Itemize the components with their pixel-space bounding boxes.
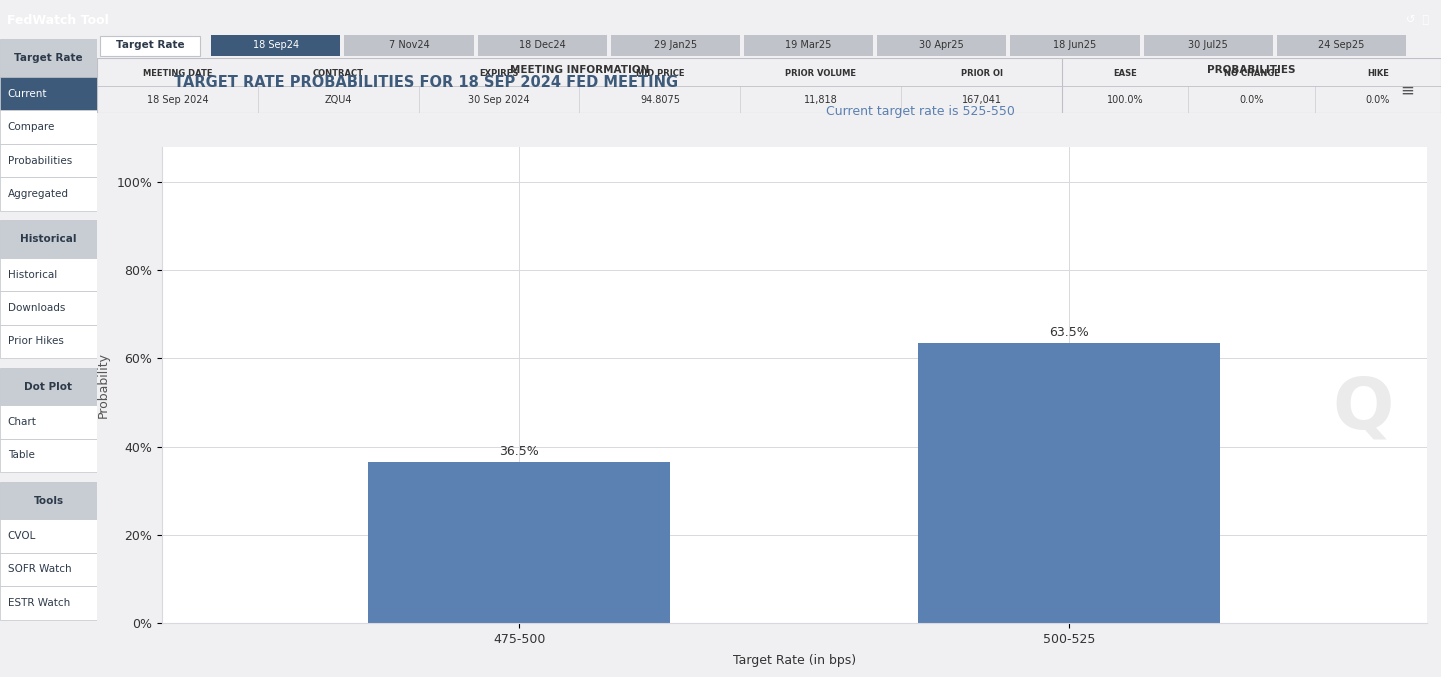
Bar (1144, 35, 1272, 56)
Bar (744, 35, 873, 56)
Text: Target Rate: Target Rate (115, 41, 184, 51)
Text: Prior Hikes: Prior Hikes (7, 336, 63, 347)
Text: 36.5%: 36.5% (500, 445, 539, 458)
Bar (878, 35, 1006, 56)
Text: PRIOR VOLUME: PRIOR VOLUME (785, 69, 856, 78)
Text: FedWatch Tool: FedWatch Tool (7, 14, 110, 27)
Bar (0, 177, 97, 211)
Text: 94.8075: 94.8075 (640, 95, 680, 106)
Bar (0, 368, 97, 406)
Text: 18 Sep 2024: 18 Sep 2024 (147, 95, 209, 106)
Text: Tools: Tools (33, 496, 63, 506)
Text: Probabilities: Probabilities (7, 156, 72, 165)
Text: Current: Current (7, 89, 48, 99)
Text: 11,818: 11,818 (804, 95, 837, 106)
Text: MID PRICE: MID PRICE (635, 69, 684, 78)
Bar (477, 35, 607, 56)
Bar (918, 343, 1221, 623)
Text: PROBABILITIES: PROBABILITIES (1208, 65, 1295, 75)
Bar (1277, 35, 1406, 56)
Text: TARGET RATE PROBABILITIES FOR 18 SEP 2024 FED MEETING: TARGET RATE PROBABILITIES FOR 18 SEP 202… (174, 74, 679, 90)
Text: Aggregated: Aggregated (7, 189, 69, 199)
Text: NO CHANGE: NO CHANGE (1223, 69, 1280, 78)
Text: Target Rate: Target Rate (14, 53, 82, 63)
Text: 24 Sep25: 24 Sep25 (1319, 41, 1365, 51)
Text: MEETING DATE: MEETING DATE (143, 69, 212, 78)
Bar (1010, 35, 1140, 56)
Text: 7 Nov24: 7 Nov24 (389, 41, 429, 51)
Bar (0, 482, 97, 519)
Bar (212, 35, 340, 56)
Text: 63.5%: 63.5% (1049, 326, 1089, 339)
Bar (0, 221, 97, 258)
Text: 0.0%: 0.0% (1239, 95, 1264, 106)
Text: ESTR Watch: ESTR Watch (7, 598, 71, 608)
Bar (611, 35, 741, 56)
Text: ↺  🐦: ↺ 🐦 (1406, 16, 1429, 26)
Text: ≡: ≡ (1401, 81, 1414, 100)
Text: EXPIRES: EXPIRES (480, 69, 519, 78)
Bar (0, 519, 97, 552)
Text: CONTRACT: CONTRACT (313, 69, 363, 78)
Text: EASE: EASE (1114, 69, 1137, 78)
Text: 30 Sep 2024: 30 Sep 2024 (468, 95, 530, 106)
Bar (0, 258, 97, 291)
Bar (344, 35, 474, 56)
Text: Q: Q (1333, 374, 1393, 443)
Text: CVOL: CVOL (7, 531, 36, 541)
Bar (367, 462, 670, 623)
Text: 30 Jul25: 30 Jul25 (1189, 41, 1228, 51)
Text: 18 Jun25: 18 Jun25 (1053, 41, 1097, 51)
Text: 29 Jan25: 29 Jan25 (654, 41, 697, 51)
Bar (0, 39, 97, 77)
Text: Historical: Historical (7, 269, 58, 280)
Bar (0, 586, 97, 619)
Text: ZQU4: ZQU4 (324, 95, 352, 106)
Text: Dot Plot: Dot Plot (24, 382, 72, 391)
Text: Table: Table (7, 450, 35, 460)
X-axis label: Target Rate (in bps): Target Rate (in bps) (732, 654, 856, 667)
Text: 19 Mar25: 19 Mar25 (785, 41, 831, 51)
Bar (0, 552, 97, 586)
Bar (99, 35, 200, 56)
Text: 100.0%: 100.0% (1107, 95, 1144, 106)
Bar (0, 406, 97, 439)
Text: Current target rate is 525-550: Current target rate is 525-550 (826, 106, 1014, 118)
Text: Downloads: Downloads (7, 303, 65, 313)
Bar (0, 110, 97, 144)
Text: 18 Sep24: 18 Sep24 (252, 41, 298, 51)
Text: 167,041: 167,041 (961, 95, 1001, 106)
Y-axis label: Probability: Probability (97, 352, 110, 418)
Text: Compare: Compare (7, 122, 55, 132)
Text: Historical: Historical (20, 234, 76, 244)
Text: 18 Dec24: 18 Dec24 (519, 41, 566, 51)
Text: SOFR Watch: SOFR Watch (7, 565, 72, 575)
Text: Chart: Chart (7, 417, 36, 427)
Bar (0, 144, 97, 177)
Text: 0.0%: 0.0% (1366, 95, 1391, 106)
Bar (0, 77, 97, 110)
Text: MEETING INFORMATION: MEETING INFORMATION (510, 65, 650, 75)
Bar (0, 325, 97, 358)
Text: HIKE: HIKE (1368, 69, 1389, 78)
Bar (0, 439, 97, 473)
Text: 30 Apr25: 30 Apr25 (919, 41, 964, 51)
Bar (0, 291, 97, 325)
Text: PRIOR OI: PRIOR OI (961, 69, 1003, 78)
